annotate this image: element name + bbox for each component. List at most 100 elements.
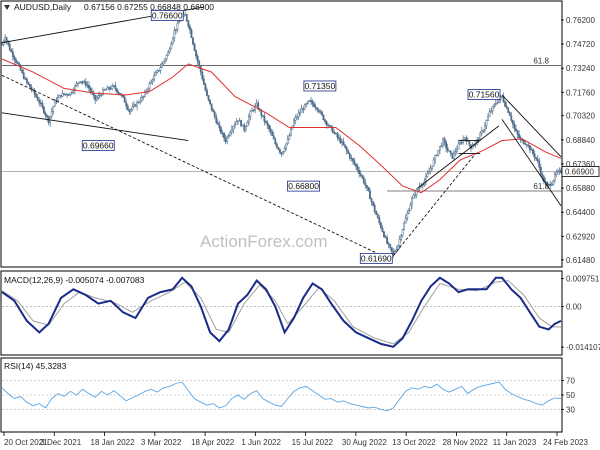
price-label-box (359, 252, 393, 264)
candles (1, 11, 562, 258)
candle-body (463, 137, 466, 140)
candle-body (308, 100, 311, 102)
candle-body (435, 154, 438, 157)
candle-body (134, 104, 137, 107)
candle-body (316, 107, 319, 110)
candle-body (175, 29, 177, 31)
candle-body (75, 83, 78, 87)
candle-body (479, 132, 482, 140)
candle-body (227, 135, 230, 138)
candle-body (352, 158, 354, 162)
candle-body (459, 142, 461, 145)
candle-body (128, 109, 131, 112)
candle-body (409, 204, 412, 211)
candle-body (19, 65, 22, 71)
candle-body (348, 153, 351, 159)
candle-body (151, 79, 154, 82)
candle-body (300, 108, 303, 113)
candle-body (468, 140, 471, 145)
candle-body (442, 138, 444, 146)
macd-line (1, 276, 562, 348)
candle-body (112, 85, 115, 87)
price-axis-label: 0.61480 (566, 256, 595, 265)
macd-panel-frame (0, 270, 563, 356)
price-label-text: 0.76600 (152, 10, 183, 20)
candle-body (164, 58, 166, 62)
candle-body (366, 185, 368, 188)
candle-body (320, 111, 323, 116)
candle-body (251, 109, 253, 112)
candle-body (201, 71, 204, 80)
candle-body (13, 56, 16, 60)
candle-body (465, 137, 468, 142)
candle-body (497, 99, 500, 103)
candle-body (140, 96, 143, 102)
candle-body (286, 139, 289, 144)
candle-body (243, 124, 246, 131)
candle-body (541, 174, 544, 178)
candle-body (356, 166, 359, 171)
candle-body (261, 115, 264, 117)
collapse-triangle-icon (4, 5, 10, 10)
candle-body (58, 95, 61, 98)
candle-body (353, 160, 356, 165)
candle-body (171, 37, 174, 44)
candle-body (173, 30, 176, 39)
candle-body (249, 110, 252, 117)
candle-body (456, 148, 458, 152)
candle-body (403, 222, 406, 230)
candle-body (488, 111, 491, 117)
candle-body (212, 109, 215, 113)
candle-body (507, 107, 510, 113)
candle-body (342, 141, 345, 146)
candle-body (552, 180, 555, 185)
candle-body (103, 89, 106, 91)
candle-body (383, 231, 385, 237)
candle-body (269, 128, 272, 133)
ohlc-label: 0.67156 0.67255 0.66848 0.66900 (84, 2, 214, 12)
candle-body (341, 141, 343, 144)
candle-body (289, 129, 292, 136)
candle-body (504, 101, 507, 107)
candle-body (35, 94, 38, 98)
candle-body (358, 169, 361, 174)
candle-body (550, 184, 553, 186)
candle-body (283, 148, 286, 152)
candle-body (230, 129, 233, 133)
candle-body (246, 122, 249, 127)
candle-body (161, 63, 163, 68)
candle-body (122, 95, 125, 97)
candle-body (397, 245, 399, 250)
candle-body (24, 78, 27, 80)
candle-body (102, 89, 104, 96)
symbol-label: AUDUSD,Daily (14, 2, 72, 12)
candle-body (7, 40, 10, 45)
candle-body (168, 48, 171, 53)
candle-body (454, 151, 457, 154)
candle-body (162, 61, 165, 65)
candle-body (44, 112, 47, 116)
candle-body (305, 103, 308, 105)
candle-body (505, 106, 508, 109)
candle-body (375, 211, 378, 215)
candle-body (381, 227, 384, 233)
candle-body (539, 166, 542, 175)
moving-average-line (1, 58, 562, 194)
candle-body (114, 85, 117, 90)
candle-body (123, 96, 126, 103)
candle-body (530, 149, 533, 151)
candle-body (27, 81, 30, 85)
candle-body (359, 173, 362, 176)
candle-body (325, 121, 328, 126)
grid-layer (2, 65, 561, 410)
candle-body (521, 139, 524, 141)
candle-body (434, 155, 437, 161)
candle-body (159, 67, 162, 71)
candle-body (271, 131, 274, 137)
candle-body (109, 88, 112, 90)
candle-body (202, 78, 205, 85)
candle-body (238, 120, 241, 122)
candle-body (516, 130, 519, 135)
candle-body (156, 70, 159, 73)
price-axis-label: 0.68840 (566, 136, 595, 145)
